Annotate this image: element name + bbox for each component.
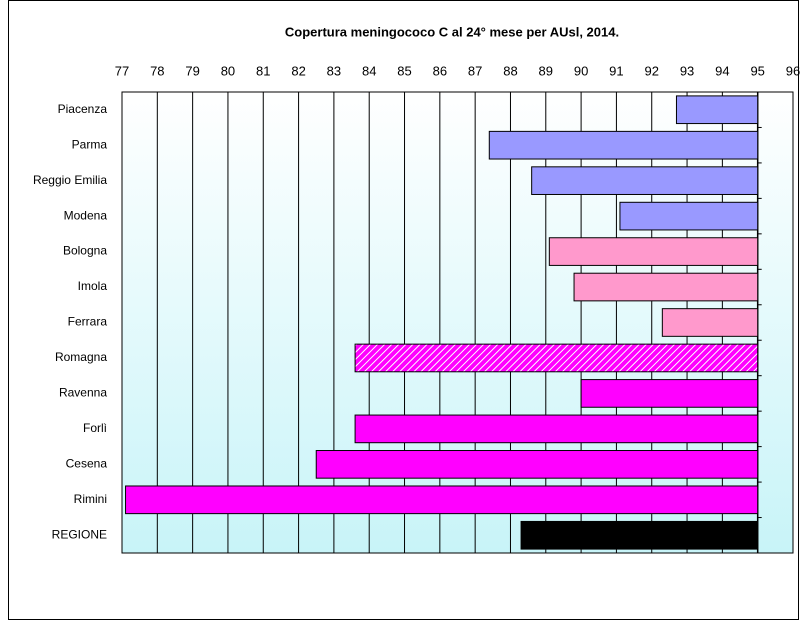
x-tick-label: 79 <box>185 63 199 78</box>
x-tick-label: 82 <box>291 63 305 78</box>
x-tick-label: 93 <box>680 63 694 78</box>
x-tick-label: 83 <box>327 63 341 78</box>
y-tick-label: Rimini <box>74 492 107 506</box>
x-tick-label: 81 <box>256 63 270 78</box>
bar <box>488 130 759 160</box>
bar <box>354 343 759 373</box>
x-tick-label: 96 <box>786 63 800 78</box>
bar <box>573 272 759 302</box>
y-tick-label: Forlì <box>83 421 107 435</box>
x-tick-label: 90 <box>574 63 588 78</box>
x-tick-label: 84 <box>362 63 376 78</box>
x-tick-label: 87 <box>468 63 482 78</box>
y-tick-label: Imola <box>78 279 108 293</box>
y-tick-label: Ferrara <box>68 315 108 329</box>
x-tick-label: 95 <box>750 63 764 78</box>
bar <box>520 520 759 550</box>
y-tick-label: Piacenza <box>58 102 108 116</box>
y-tick-label: REGIONE <box>52 527 107 541</box>
x-tick-label: 78 <box>150 63 164 78</box>
x-tick-label: 86 <box>433 63 447 78</box>
x-tick-label: 92 <box>645 63 659 78</box>
x-tick-label: 77 <box>115 63 129 78</box>
x-tick-label: 89 <box>539 63 553 78</box>
y-tick-label: Romagna <box>55 350 107 364</box>
x-tick-label: 94 <box>715 63 729 78</box>
x-tick-label: 88 <box>503 63 517 78</box>
bar <box>354 414 759 444</box>
y-tick-label: Modena <box>64 208 108 222</box>
bar <box>548 237 759 266</box>
bar <box>315 450 759 479</box>
y-tick-label: Cesena <box>66 457 108 471</box>
bar <box>531 166 759 195</box>
bar <box>661 308 759 337</box>
y-tick-label: Ravenna <box>59 386 107 400</box>
y-tick-label: Parma <box>72 137 108 151</box>
bar <box>675 95 759 125</box>
x-tick-label: 80 <box>221 63 235 78</box>
bar <box>580 379 759 408</box>
chart-title: Copertura meningococo C al 24° mese per … <box>285 24 619 39</box>
bar <box>619 201 759 231</box>
y-tick-label: Bologna <box>63 244 107 258</box>
y-tick-label: Reggio Emilia <box>33 173 107 187</box>
bar <box>125 485 759 515</box>
x-tick-label: 85 <box>397 63 411 78</box>
x-tick-label: 91 <box>609 63 623 78</box>
